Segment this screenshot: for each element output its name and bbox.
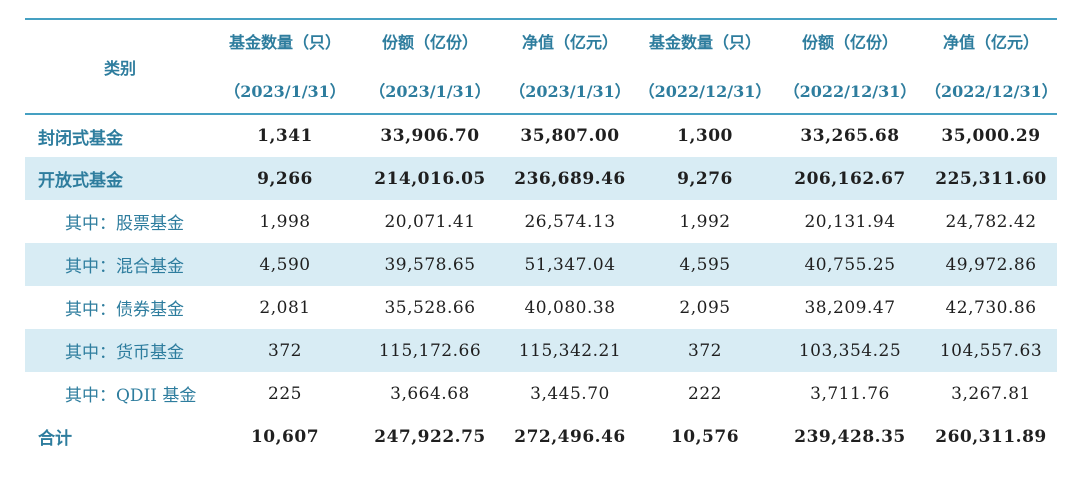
cell-value: 103,354.25 (798, 340, 902, 361)
header-category: 类别 (25, 19, 215, 114)
header-count-2023: 基金数量（只） （2023/1/31） (215, 19, 355, 114)
cell-value: 4,595 (679, 254, 731, 275)
fund-statistics-table: 类别 基金数量（只） （2023/1/31） 份额（亿份） （2023/1/31… (25, 18, 1058, 458)
cell-value: 225,311.60 (935, 168, 1047, 189)
cell-value: 3,664.68 (390, 383, 470, 404)
cell-value: 260,311.89 (935, 426, 1047, 447)
cell-value: 3,445.70 (530, 383, 610, 404)
header-shares-2023-label: 份额（亿份） (381, 33, 478, 52)
header-category-label: 类别 (103, 58, 136, 78)
cell-value: 9,276 (677, 168, 733, 189)
cell-value: 39,578.65 (384, 254, 476, 275)
header-shares-2022-label: 份额（亿份） (801, 33, 898, 52)
cell-value: 115,172.66 (378, 340, 482, 361)
row-category-label: 开放式基金 (38, 171, 123, 191)
row-category-label: 其中：股票基金 (65, 214, 184, 234)
cell-value: 2,081 (259, 297, 311, 318)
header-netvalue-2023-date: （2023/1/31） (509, 82, 631, 101)
row-category-label: 其中：QDII 基金 (65, 386, 197, 406)
row-category-label: 封闭式基金 (38, 128, 123, 149)
cell-value: 1,998 (259, 211, 311, 232)
cell-value: 33,265.68 (800, 126, 900, 146)
header-count-2023-label: 基金数量（只） (228, 33, 341, 52)
header-count-2022-label: 基金数量（只） (648, 33, 761, 52)
cell-value: 10,607 (250, 426, 320, 447)
cell-value: 33,906.70 (380, 126, 480, 146)
cell-value: 104,557.63 (939, 340, 1043, 361)
fund-table: 类别 基金数量（只） （2023/1/31） 份额（亿份） （2023/1/31… (25, 18, 1058, 458)
header-shares-2023: 份额（亿份） （2023/1/31） (355, 19, 505, 114)
table-row-equity-funds: 其中：股票基金 1,998 20,071.41 26,574.13 1,992 … (25, 200, 1057, 243)
cell-value: 372 (268, 340, 302, 361)
cell-value: 20,131.94 (804, 211, 896, 232)
cell-value: 4,590 (259, 254, 311, 275)
cell-value: 35,528.66 (384, 297, 476, 318)
row-category-label: 其中：货币基金 (65, 343, 184, 363)
cell-value: 51,347.04 (524, 254, 616, 275)
cell-value: 239,428.35 (794, 426, 906, 447)
header-shares-2022-date: （2022/12/31） (783, 82, 917, 101)
cell-value: 49,972.86 (945, 254, 1037, 275)
cell-value: 38,209.47 (804, 297, 896, 318)
cell-value: 26,574.13 (524, 211, 616, 232)
cell-value: 2,095 (679, 297, 731, 318)
cell-value: 24,782.42 (945, 211, 1037, 232)
cell-value: 3,267.81 (951, 383, 1031, 404)
table-row-open-end-funds: 开放式基金 9,266 214,016.05 236,689.46 9,276 … (25, 157, 1057, 200)
cell-value: 225 (268, 383, 302, 404)
cell-value: 372 (688, 340, 722, 361)
header-netvalue-2023-label: 净值（亿元） (521, 33, 618, 52)
cell-value: 247,922.75 (374, 426, 486, 447)
row-category-label: 其中：混合基金 (65, 257, 184, 277)
table-row-qdii-funds: 其中：QDII 基金 225 3,664.68 3,445.70 222 3,7… (25, 372, 1057, 415)
cell-value: 222 (688, 383, 722, 404)
cell-value: 40,755.25 (804, 254, 896, 275)
header-netvalue-2022-date: （2022/12/31） (925, 82, 1058, 101)
cell-value: 1,341 (257, 126, 313, 146)
header-count-2022-date: （2022/12/31） (638, 82, 772, 101)
header-shares-2022: 份额（亿份） （2022/12/31） (775, 19, 925, 114)
cell-value: 40,080.38 (524, 297, 616, 318)
cell-value: 1,992 (679, 211, 731, 232)
table-row-total: 合计 10,607 247,922.75 272,496.46 10,576 2… (25, 415, 1057, 458)
header-netvalue-2022: 净值（亿元） （2022/12/31） (925, 19, 1058, 114)
table-row-closed-end-funds: 封闭式基金 1,341 33,906.70 35,807.00 1,300 33… (25, 114, 1057, 157)
row-category-label: 其中：债券基金 (65, 300, 184, 320)
cell-value: 42,730.86 (945, 297, 1037, 318)
cell-value: 206,162.67 (794, 168, 906, 189)
cell-value: 115,342.21 (518, 340, 622, 361)
table-row-money-market-funds: 其中：货币基金 372 115,172.66 115,342.21 372 10… (25, 329, 1057, 372)
cell-value: 35,807.00 (520, 126, 620, 146)
cell-value: 9,266 (257, 168, 313, 189)
header-netvalue-2023: 净值（亿元） （2023/1/31） (505, 19, 635, 114)
header-count-2023-date: （2023/1/31） (224, 82, 346, 101)
header-count-2022: 基金数量（只） （2022/12/31） (635, 19, 775, 114)
header-row: 类别 基金数量（只） （2023/1/31） 份额（亿份） （2023/1/31… (25, 19, 1058, 114)
header-netvalue-2022-label: 净值（亿元） (942, 33, 1039, 52)
cell-value: 272,496.46 (514, 426, 626, 447)
header-shares-2023-date: （2023/1/31） (369, 82, 491, 101)
table-row-hybrid-funds: 其中：混合基金 4,590 39,578.65 51,347.04 4,595 … (25, 243, 1057, 286)
cell-value: 236,689.46 (514, 168, 626, 189)
cell-value: 35,000.29 (941, 126, 1041, 146)
cell-value: 214,016.05 (374, 168, 486, 189)
cell-value: 20,071.41 (384, 211, 476, 232)
row-category-label: 合计 (38, 429, 72, 449)
cell-value: 10,576 (670, 426, 740, 447)
cell-value: 3,711.76 (810, 383, 890, 404)
cell-value: 1,300 (677, 126, 733, 146)
table-row-bond-funds: 其中：债券基金 2,081 35,528.66 40,080.38 2,095 … (25, 286, 1057, 329)
